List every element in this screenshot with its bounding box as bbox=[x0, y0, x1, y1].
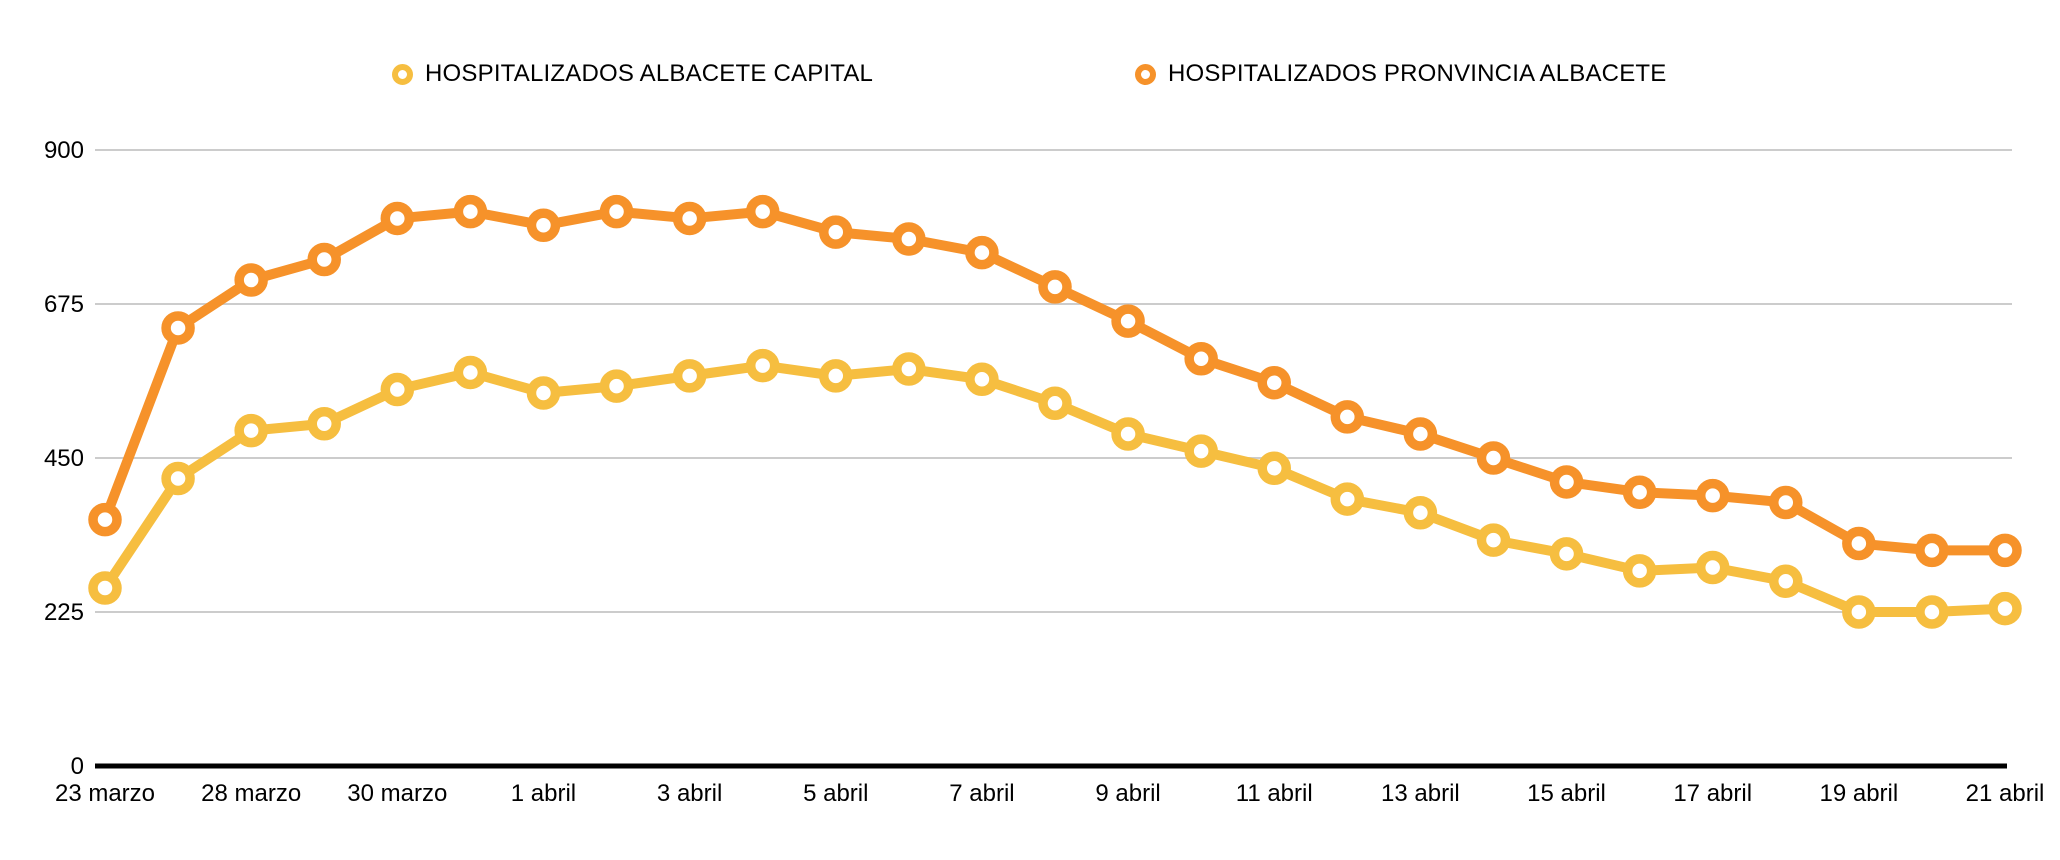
data-point-marker-provincia[interactable] bbox=[88, 502, 122, 537]
legend-item-albacete-capital[interactable]: HOSPITALIZADOS ALBACETE CAPITAL bbox=[392, 57, 873, 91]
data-point-marker-capital[interactable] bbox=[307, 407, 341, 441]
data-point-marker-capital[interactable] bbox=[1695, 550, 1730, 585]
data-point-marker-provincia[interactable] bbox=[599, 194, 634, 229]
x-axis-tick-label: 15 abril bbox=[1527, 780, 1606, 807]
data-point-marker-capital[interactable] bbox=[526, 376, 561, 410]
data-point-marker-capital[interactable] bbox=[1257, 451, 1291, 486]
data-point-marker-capital[interactable] bbox=[599, 369, 634, 403]
data-point-marker-provincia[interactable] bbox=[1403, 417, 1438, 451]
data-point-marker-provincia[interactable] bbox=[1769, 485, 1803, 520]
data-point-marker-capital[interactable] bbox=[1769, 564, 1803, 598]
y-axis-tick-label: 0 bbox=[71, 753, 84, 780]
data-point-marker-capital[interactable] bbox=[1330, 482, 1365, 516]
data-point-marker-capital[interactable] bbox=[1842, 595, 1876, 629]
data-point-marker-provincia[interactable] bbox=[1038, 270, 1072, 304]
legend-label-provincia: HOSPITALIZADOS PRONVINCIA ALBACETE bbox=[1168, 60, 1667, 87]
data-point-marker-capital[interactable] bbox=[745, 348, 780, 383]
y-axis-tick-label: 450 bbox=[44, 445, 84, 472]
x-axis-tick-label: 11 abril bbox=[1236, 780, 1313, 807]
legend-label-capital: HOSPITALIZADOS ALBACETE CAPITAL bbox=[425, 60, 874, 87]
y-axis-tick-label: 675 bbox=[44, 291, 84, 318]
data-point-marker-capital[interactable] bbox=[965, 362, 999, 397]
data-point-marker-provincia[interactable] bbox=[1184, 342, 1218, 376]
data-point-marker-provincia[interactable] bbox=[1988, 533, 2022, 568]
data-point-marker-provincia[interactable] bbox=[745, 194, 780, 229]
x-axis-tick-label: 17 abril bbox=[1673, 780, 1752, 807]
data-point-marker-capital[interactable] bbox=[819, 359, 853, 393]
data-point-marker-provincia[interactable] bbox=[234, 263, 268, 297]
x-axis-tick-label: 23 marzo bbox=[55, 780, 155, 807]
data-point-marker-capital[interactable] bbox=[1184, 434, 1218, 468]
data-point-marker-provincia[interactable] bbox=[1476, 441, 1511, 475]
data-point-marker-capital[interactable] bbox=[892, 352, 926, 386]
data-point-marker-provincia[interactable] bbox=[672, 201, 707, 236]
data-point-marker-capital[interactable] bbox=[380, 372, 415, 407]
data-point-marker-provincia[interactable] bbox=[161, 311, 195, 345]
data-point-marker-capital[interactable] bbox=[1549, 537, 1584, 571]
y-axis-tick-label: 900 bbox=[44, 137, 84, 164]
data-point-marker-provincia[interactable] bbox=[453, 194, 488, 229]
data-point-marker-capital[interactable] bbox=[1988, 591, 2022, 626]
x-axis-tick-label: 28 marzo bbox=[201, 780, 301, 807]
data-point-marker-capital[interactable] bbox=[672, 359, 707, 393]
data-point-marker-capital[interactable] bbox=[1403, 496, 1438, 530]
x-axis-tick-label: 19 abril bbox=[1819, 780, 1898, 807]
data-point-marker-provincia[interactable] bbox=[819, 215, 853, 249]
data-point-marker-capital[interactable] bbox=[161, 461, 195, 496]
chart-legend: HOSPITALIZADOS ALBACETE CAPITAL HOSPITAL… bbox=[0, 57, 2060, 91]
data-point-marker-provincia[interactable] bbox=[1257, 365, 1291, 400]
x-axis-tick-label: 30 marzo bbox=[347, 780, 447, 807]
data-point-marker-provincia[interactable] bbox=[1549, 465, 1584, 499]
data-point-marker-capital[interactable] bbox=[1038, 386, 1072, 420]
data-point-marker-capital[interactable] bbox=[1915, 595, 1949, 629]
data-point-marker-provincia[interactable] bbox=[380, 201, 415, 236]
data-point-marker-capital[interactable] bbox=[1476, 523, 1511, 557]
x-axis-tick-label: 9 abril bbox=[1095, 780, 1160, 807]
series-provincia-marker-icon bbox=[1135, 63, 1156, 85]
data-point-marker-provincia[interactable] bbox=[526, 208, 561, 243]
data-point-marker-provincia[interactable] bbox=[1330, 400, 1365, 434]
data-point-marker-capital[interactable] bbox=[88, 571, 122, 605]
data-point-marker-provincia[interactable] bbox=[1915, 533, 1949, 568]
x-axis-tick-label: 1 abril bbox=[511, 780, 576, 807]
x-axis-tick-label: 7 abril bbox=[949, 780, 1014, 807]
data-point-marker-provincia[interactable] bbox=[307, 242, 341, 277]
x-axis-tick-label: 5 abril bbox=[803, 780, 868, 807]
data-point-marker-capital[interactable] bbox=[453, 355, 488, 390]
legend-item-provincia-albacete[interactable]: HOSPITALIZADOS PRONVINCIA ALBACETE bbox=[1135, 57, 1666, 91]
data-point-marker-provincia[interactable] bbox=[1842, 526, 1876, 561]
data-point-marker-provincia[interactable] bbox=[1695, 478, 1730, 513]
data-point-marker-provincia[interactable] bbox=[1111, 304, 1145, 338]
data-point-marker-provincia[interactable] bbox=[965, 235, 999, 270]
data-point-marker-provincia[interactable] bbox=[892, 222, 926, 256]
data-point-marker-capital[interactable] bbox=[1111, 417, 1145, 451]
y-axis-tick-label: 225 bbox=[44, 599, 84, 626]
data-point-marker-capital[interactable] bbox=[1622, 554, 1657, 588]
x-axis-tick-label: 3 abril bbox=[657, 780, 722, 807]
data-point-marker-provincia[interactable] bbox=[1622, 475, 1657, 509]
series-capital-marker-icon bbox=[392, 63, 413, 85]
x-axis-tick-label: 13 abril bbox=[1381, 780, 1460, 807]
x-axis-tick-label: 21 abril bbox=[1966, 780, 2045, 807]
data-point-marker-capital[interactable] bbox=[234, 413, 268, 448]
